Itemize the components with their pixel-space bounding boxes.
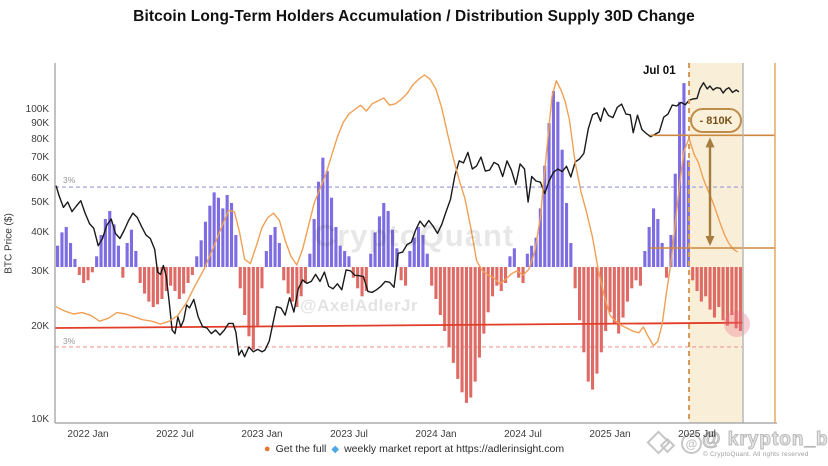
at-circle-icon: @	[681, 433, 702, 454]
y-axis-tick-40K: 40K	[31, 227, 49, 239]
accumulation-distribution-bars	[56, 83, 743, 403]
y-axis-tick-30K: 30K	[31, 266, 49, 278]
event-date-label: Jul 01	[643, 65, 676, 77]
author-watermark: @AxelAdlerJr	[300, 296, 419, 315]
x-axis-tick-2022 Jul: 2022 Jul	[156, 429, 194, 440]
footer-text-suffix: weekly market report at https://adlerins…	[344, 443, 565, 455]
btc-price-line	[55, 82, 740, 358]
y-axis-tick-100K: 100K	[25, 104, 49, 115]
x-axis-tick-2025 Jan: 2025 Jan	[589, 429, 631, 440]
y-axis-tick-80K: 80K	[31, 134, 49, 146]
orange-circle-icon: ●	[263, 443, 271, 455]
y-axis-tick-50K: 50K	[31, 197, 49, 209]
recent-distribution-highlight-circle	[724, 311, 750, 337]
x-axis-tick-2024 Jul: 2024 Jul	[504, 429, 542, 440]
y-axis-tick-10K: 10K	[31, 414, 49, 425]
supply-delta-badge: - 810K	[690, 108, 742, 133]
y-axis-tick-20K: 20K	[31, 320, 49, 332]
cryptoquant-watermark: CryptoQuant	[313, 218, 515, 253]
lth-supply-line	[55, 74, 738, 347]
y-axis-tick-60K: 60K	[31, 172, 49, 184]
arrow-up-head-icon	[705, 137, 715, 148]
upper-threshold-label: 3%	[63, 175, 76, 185]
x-axis-tick-2022 Jan: 2022 Jan	[67, 429, 109, 440]
y-axis-tick-70K: 70K	[31, 152, 49, 164]
blue-diamond-icon: ◆	[331, 443, 340, 455]
arrow-down-head-icon	[705, 236, 715, 246]
x-axis-tick-2023 Jan: 2023 Jan	[241, 429, 283, 440]
x-axis-tick-2024 Jan: 2024 Jan	[415, 429, 457, 440]
footer-note: ● Get the full ◆ weekly market report at…	[0, 443, 828, 455]
x-axis-tick-2023 Jul: 2023 Jul	[330, 429, 368, 440]
trend-line	[54, 321, 744, 329]
copyright-text: © CryptoQuant. All rights reserved	[703, 451, 809, 458]
brand-watermark: @ krypton_bit	[701, 429, 828, 451]
footer-text-prefix: Get the full	[275, 443, 327, 455]
lower-threshold-label: 3%	[63, 336, 76, 346]
y-axis-tick-90K: 90K	[31, 118, 49, 130]
page-title: Bitcoin Long-Term Holders Accumulation /…	[133, 8, 695, 25]
x-axis-tick-2025 Jul: 2025 Jul	[678, 429, 716, 440]
